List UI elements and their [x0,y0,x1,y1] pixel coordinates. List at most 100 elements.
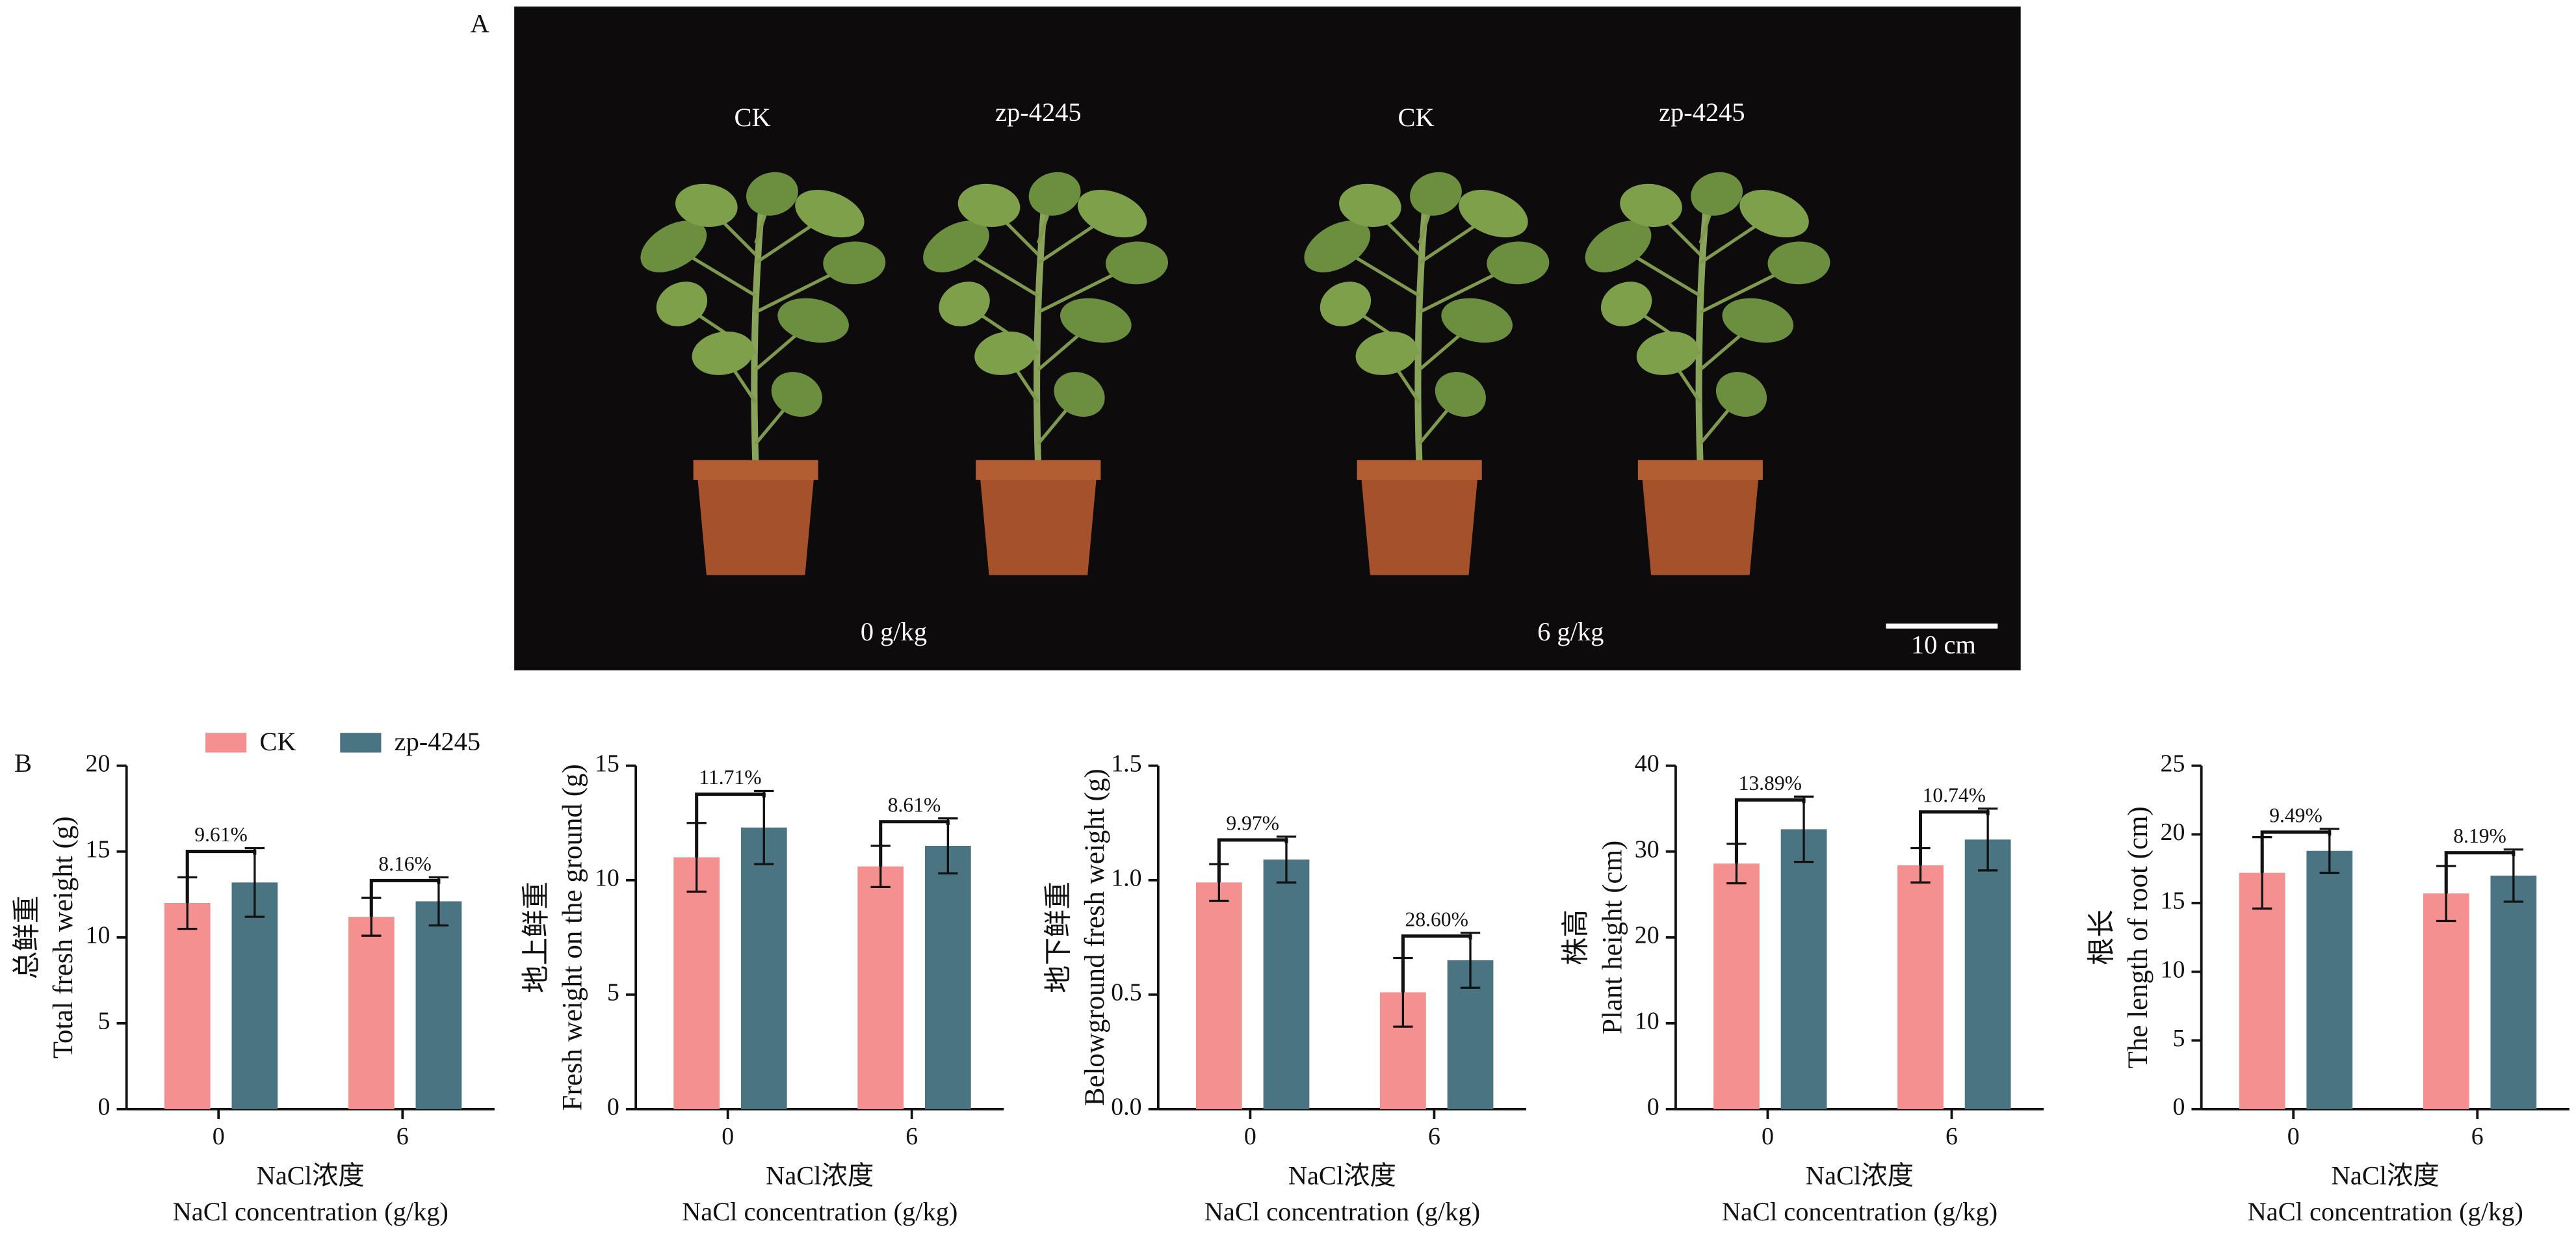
annotation: 9.97% [1226,811,1279,834]
error-bar [2503,848,2524,903]
leaf [1355,331,1418,375]
leaf [692,331,754,375]
y-tick-label: 5 [607,979,619,1006]
leaf [1105,241,1168,285]
y-tick-label: 10 [595,864,619,891]
plant [1304,172,1550,575]
bar [1964,839,2011,1109]
y-tick-label: 20 [1635,922,1659,949]
leaf [1600,282,1652,326]
bracket [369,878,441,917]
y-tick-label: 5 [2172,1025,2185,1052]
y-axis-label: Fresh weight on the ground (g) [558,764,588,1110]
leaf [746,172,798,216]
bar [1263,860,1310,1109]
leaf [771,372,822,417]
bar [740,827,787,1109]
leaf [1585,220,1652,272]
x-axis-label: NaCl浓度 [257,1161,365,1190]
x-tick-label: 0 [1244,1123,1256,1150]
x-axis-label: NaCl浓度 [1288,1161,1396,1190]
error-bar [1977,807,1998,872]
y-tick-label: 20 [86,750,111,777]
chart: 0 5 10 15 0 11.71% 6 8.61% NaCl浓度 NaCl concentrat… [521,750,1004,1226]
bar [2239,873,2285,1109]
leaf [1691,172,1743,216]
leaf [1441,298,1513,343]
pot [1641,466,1760,575]
leaf [795,189,865,238]
pot [1360,466,1479,575]
plant [640,172,886,575]
bracket [2260,830,2332,873]
photo-panel: CK zp-4245 CK zp-4245 0 g/kg 6 g/kg 10 c… [514,7,2021,671]
y-tick-label: 25 [2161,750,2185,777]
bar [924,845,971,1109]
legend-swatch [205,733,247,753]
annotation: 11.71% [699,766,761,789]
error-bar [1276,835,1297,884]
error-bar [428,876,449,926]
y-axis-label: 地下鲜重 [1044,882,1074,993]
y-tick-label: 10 [2161,956,2185,983]
y-tick-label: 10 [86,922,111,949]
error-bar [754,789,774,865]
bracket [1217,838,1288,883]
bar [1897,865,1944,1109]
leaf [1028,172,1081,216]
x-tick-label: 6 [1945,1123,1958,1150]
plant-label: zp-4245 [1659,98,1745,127]
bar [2423,893,2469,1109]
x-tick-label: 0 [1762,1123,1774,1150]
leaf [1320,282,1372,326]
y-tick-label: 10 [1635,1008,1659,1035]
x-axis-label: NaCl concentration (g/kg) [1722,1197,1997,1226]
plant-label: zp-4245 [995,98,1081,127]
bracket [1918,810,1990,865]
pot-rim [1357,460,1482,480]
y-tick-label: 15 [2161,887,2185,915]
error-bar [2319,828,2339,874]
leaf [957,183,1021,228]
x-tick-label: 6 [1428,1123,1440,1150]
chart: 0 10 20 30 40 0 13.89% 6 10.74% NaCl浓度 NaCl concen… [1561,750,2044,1226]
plant-label: CK [1398,103,1435,132]
x-tick-label: 6 [905,1123,918,1150]
leaf [974,331,1037,375]
x-axis-label: NaCl concentration (g/kg) [682,1197,957,1226]
annotation: 9.49% [2269,804,2322,826]
x-axis-label: NaCl浓度 [2332,1161,2439,1190]
y-axis-label: The length of root (cm) [2123,806,2153,1068]
error-bar [938,817,958,874]
chart: 0 5 10 15 20 0 9.61% 6 8.16% NaCl浓度 NaCl concentra… [12,727,495,1226]
annotation: 9.61% [194,823,248,846]
leaf [1722,298,1794,343]
y-tick-label: 30 [1635,835,1659,863]
bar [1195,882,1242,1109]
x-tick-label: 6 [2471,1123,2484,1150]
bar [348,917,395,1109]
y-tick-label: 0.5 [1111,979,1141,1006]
y-tick-label: 15 [595,750,619,777]
y-axis-label: Total fresh weight (g) [48,816,79,1058]
x-axis-label: NaCl concentration (g/kg) [1204,1197,1480,1226]
bar [1713,863,1760,1109]
y-tick-label: 1.5 [1111,750,1141,777]
bracket [2444,851,2516,894]
x-axis-label: NaCl浓度 [1806,1161,1914,1190]
y-tick-label: 20 [2161,819,2185,846]
leaf [1620,183,1682,228]
error-bar [1460,932,1481,989]
y-tick-label: 1.0 [1111,864,1141,891]
annotation: 8.61% [888,793,941,816]
error-bar [244,847,265,918]
leaf [1459,189,1528,238]
legend-label: zp-4245 [395,727,480,756]
bar [673,857,720,1109]
annotation: 28.60% [1405,908,1468,930]
bracket [1401,934,1472,993]
leaf [1339,183,1401,228]
x-axis-label: NaCl浓度 [766,1161,874,1190]
leaf [1487,241,1550,285]
